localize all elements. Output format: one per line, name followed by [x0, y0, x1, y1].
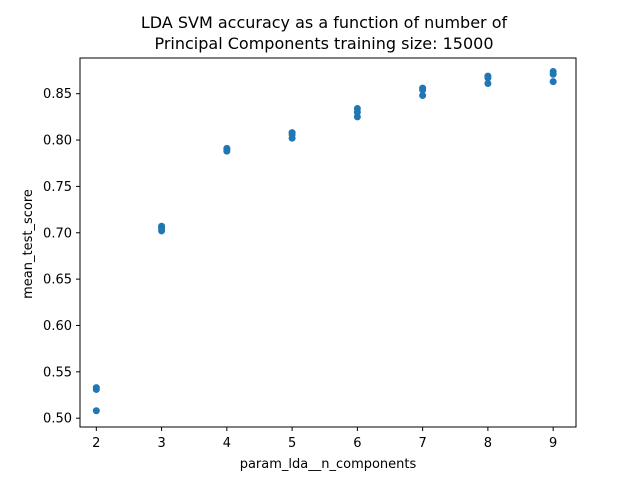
y-tick-label: 0.65 [43, 273, 72, 288]
scatter-point [419, 86, 427, 94]
x-tick-label: 6 [353, 436, 361, 451]
y-tick-label: 0.75 [43, 180, 72, 195]
y-tick-label: 0.70 [43, 226, 72, 241]
x-tick-label: 2 [92, 436, 100, 451]
y-tick-label: 0.60 [43, 319, 72, 334]
scatter-point [419, 92, 427, 100]
y-tick-label: 0.85 [43, 87, 72, 102]
y-axis-label: mean_test_score [21, 189, 36, 299]
x-tick-label: 3 [157, 436, 165, 451]
scatter-point [353, 113, 361, 121]
scatter-point [549, 78, 557, 86]
y-tick-label: 0.55 [43, 365, 72, 380]
scatter-point [92, 385, 100, 393]
scatter-point [158, 227, 166, 235]
x-tick-label: 5 [288, 436, 296, 451]
chart-title-line-1: LDA SVM accuracy as a function of number… [141, 13, 508, 32]
scatter-point [484, 79, 492, 87]
scatter-point [223, 147, 231, 155]
x-tick-label: 7 [418, 436, 426, 451]
y-tick-label: 0.50 [43, 412, 72, 427]
scatter-point [288, 134, 296, 142]
x-tick-label: 8 [484, 436, 492, 451]
y-tick-label: 0.80 [43, 134, 72, 149]
plot-area-frame [79, 57, 577, 428]
x-tick-label: 9 [549, 436, 557, 451]
scatter-point [92, 407, 100, 415]
chart-title-line-2: Principal Components training size: 1500… [154, 34, 493, 53]
x-tick-label: 4 [223, 436, 231, 451]
axis-ticks: 2 3 4 5 6 7 8 9 0.50 0.55 0.60 0.65 0.70 0.75 0.80 0.85 [43, 87, 557, 451]
data-points [92, 67, 557, 415]
scatter-point [549, 70, 557, 78]
x-axis-label: param_lda__n_components [240, 457, 417, 472]
scatter-point [484, 74, 492, 82]
